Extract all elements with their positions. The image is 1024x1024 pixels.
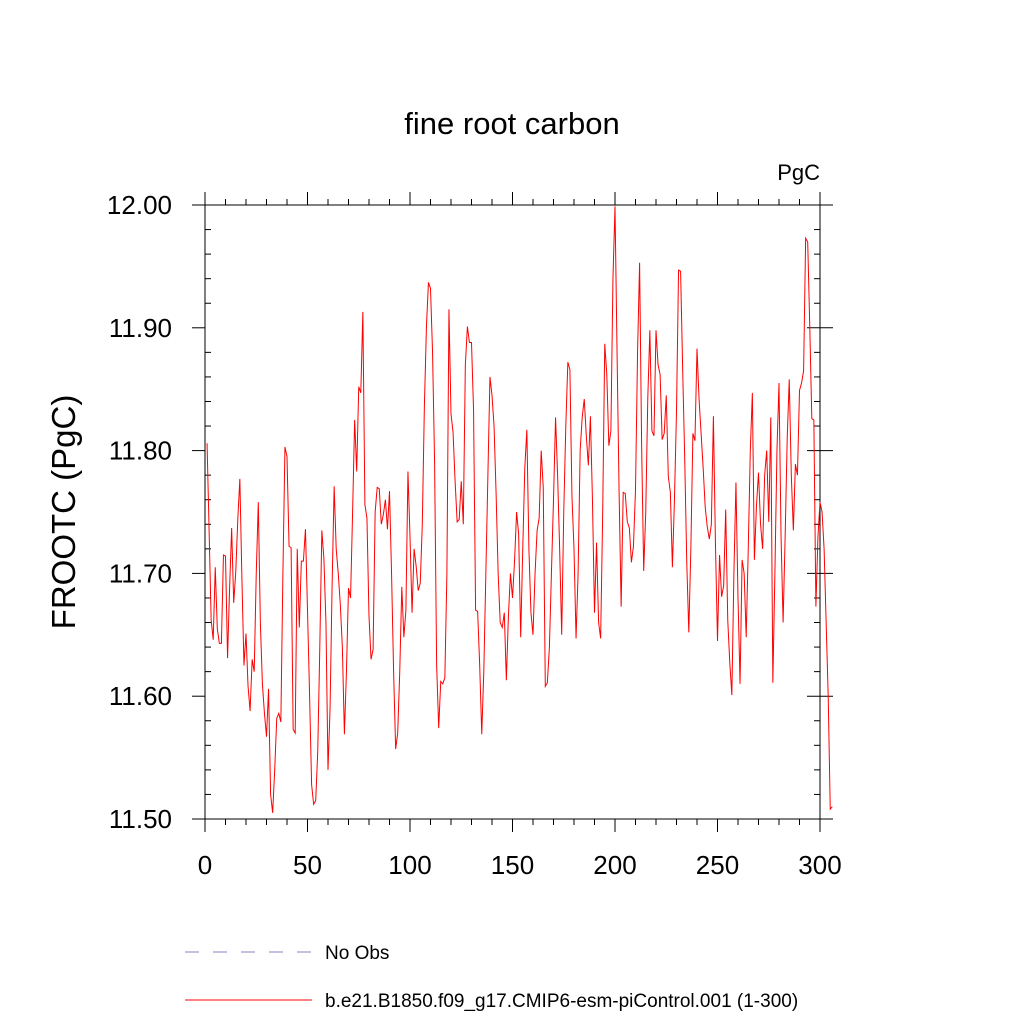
y-tick-label: 11.60 xyxy=(109,681,172,711)
y-tick-label: 11.80 xyxy=(109,436,172,466)
axis-ticks xyxy=(192,192,833,832)
x-tick-label: 300 xyxy=(798,850,841,880)
y-tick-label: 11.70 xyxy=(109,558,172,588)
units-label: PgC xyxy=(777,160,820,185)
x-tick-label: 150 xyxy=(491,850,534,880)
x-tick-label: 0 xyxy=(198,850,212,880)
x-tick-label: 200 xyxy=(593,850,636,880)
y-tick-label: 12.00 xyxy=(107,190,172,220)
plot-frame xyxy=(204,204,821,820)
y-tick-label: 11.90 xyxy=(109,313,172,343)
series-line-model xyxy=(206,206,833,813)
x-axis-tick-labels: 0 50 100 150 200 250 300 xyxy=(198,850,842,880)
legend: No Obs b.e21.B1850.f09_g17.CMIP6-esm-piC… xyxy=(185,943,798,1012)
x-tick-label: 100 xyxy=(388,850,431,880)
legend-label-model: b.e21.B1850.f09_g17.CMIP6-esm-piControl.… xyxy=(325,991,798,1012)
chart-title: fine root carbon xyxy=(404,106,619,141)
x-tick-label: 250 xyxy=(696,850,739,880)
y-axis-tick-labels: 11.50 11.60 11.70 11.80 11.90 12.00 xyxy=(107,190,172,834)
y-tick-label: 11.50 xyxy=(109,804,172,834)
legend-label-no-obs: No Obs xyxy=(325,943,389,964)
x-tick-label: 50 xyxy=(293,850,322,880)
y-axis-label: FROOTC (PgC) xyxy=(45,395,82,630)
